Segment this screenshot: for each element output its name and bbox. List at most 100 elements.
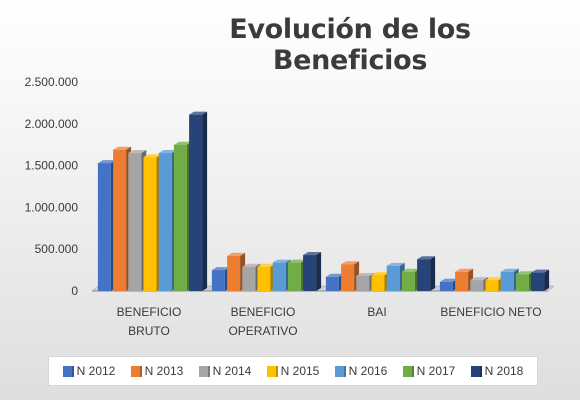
bar-side	[316, 252, 322, 291]
bar-top	[417, 256, 436, 260]
bar-top	[272, 259, 291, 263]
bar-top	[401, 268, 420, 272]
bar-top	[173, 141, 192, 145]
legend-swatch	[130, 365, 142, 377]
bar-top	[287, 259, 306, 263]
bar-top	[531, 269, 550, 273]
bar-front	[439, 281, 453, 291]
bar-front	[485, 280, 499, 291]
bar-front	[303, 255, 317, 291]
legend-swatch	[470, 365, 482, 377]
bar-top	[211, 267, 230, 271]
bar-front	[515, 274, 529, 291]
category-label: OPERATIVO	[228, 324, 297, 338]
bar-front	[500, 271, 514, 291]
legend-item: N 2015	[266, 364, 320, 378]
bar-top	[303, 252, 322, 256]
bar-front	[356, 275, 370, 291]
category-label: BENEFICIO	[117, 305, 182, 319]
bar	[303, 252, 322, 291]
bar-top	[439, 278, 458, 282]
y-tick-label: 2.000.000	[25, 117, 79, 131]
bar-front	[417, 259, 431, 291]
bar-front	[143, 157, 157, 291]
legend-label: N 2016	[348, 364, 388, 378]
bar-top	[257, 263, 276, 267]
bar-top	[189, 111, 208, 115]
bar-front	[242, 266, 256, 291]
bar-front	[386, 265, 400, 291]
legend-label: N 2012	[76, 364, 116, 378]
bar-front	[401, 271, 415, 291]
bar-side	[202, 111, 208, 291]
bar	[417, 256, 436, 291]
legend-swatch	[62, 365, 74, 377]
bar-side	[544, 269, 550, 291]
legend-label: N 2014	[212, 364, 252, 378]
y-tick-label: 500.000	[35, 242, 79, 256]
bar-front	[455, 271, 469, 291]
bar-front	[211, 270, 225, 291]
bar-top	[356, 272, 375, 276]
legend-swatch	[402, 365, 414, 377]
bar-top	[113, 146, 132, 150]
bar-front	[257, 266, 271, 291]
bar-top	[227, 252, 246, 256]
category-label: BRUTO	[128, 324, 170, 338]
bar-front	[227, 255, 241, 291]
category-label: BENEFICIO NETO	[440, 305, 541, 319]
y-tick-label: 2.500.000	[25, 75, 79, 89]
y-tick-label: 1.500.000	[25, 159, 79, 173]
category-label: BAI	[367, 305, 386, 319]
legend-item: N 2017	[402, 364, 456, 378]
bar-front	[272, 262, 286, 291]
category-label: BENEFICIO	[231, 305, 296, 319]
bar-top	[515, 271, 534, 275]
legend-item: N 2012	[62, 364, 116, 378]
bar-front	[470, 280, 484, 291]
legend: N 2012 N 2013 N 2014 N 2015 N 2016 N 2017 N 20…	[48, 356, 538, 386]
chart-title: Evolución de los Beneficios	[229, 14, 471, 76]
y-tick-label: 1.000.000	[25, 200, 79, 214]
legend-label: N 2017	[416, 364, 456, 378]
bar-top	[470, 277, 489, 281]
legend-label: N 2013	[144, 364, 184, 378]
legend-item: N 2014	[198, 364, 252, 378]
legend-swatch	[198, 365, 210, 377]
legend-label: N 2018	[484, 364, 524, 378]
legend-item: N 2016	[334, 364, 388, 378]
bar-front	[371, 275, 385, 291]
bar-front	[325, 276, 339, 291]
bar	[531, 269, 550, 291]
bar-top	[325, 273, 344, 277]
bar-front	[128, 153, 142, 291]
bar-top	[371, 272, 390, 276]
bar-front	[287, 262, 301, 291]
bar-front	[531, 272, 545, 291]
bar-top	[485, 277, 504, 281]
legend-swatch	[334, 365, 346, 377]
bar-front	[97, 163, 111, 291]
bar	[189, 111, 208, 291]
bar-front	[173, 144, 187, 291]
legend-label: N 2015	[280, 364, 320, 378]
bar	[272, 259, 291, 291]
bar-top	[158, 150, 177, 154]
y-tick-label: 0	[71, 284, 78, 298]
bar-front	[341, 264, 355, 291]
bar-top	[455, 268, 474, 272]
bar-side	[430, 256, 436, 291]
legend-swatch	[266, 365, 278, 377]
bar-top	[128, 150, 147, 154]
bar-front	[189, 114, 203, 291]
bar-top	[500, 268, 519, 272]
bar-top	[242, 263, 261, 267]
bar-front	[158, 153, 172, 291]
bar-top	[97, 160, 116, 164]
legend-item: N 2013	[130, 364, 184, 378]
bar-top	[341, 261, 360, 265]
bar-top	[143, 154, 162, 158]
legend-item: N 2018	[470, 364, 524, 378]
